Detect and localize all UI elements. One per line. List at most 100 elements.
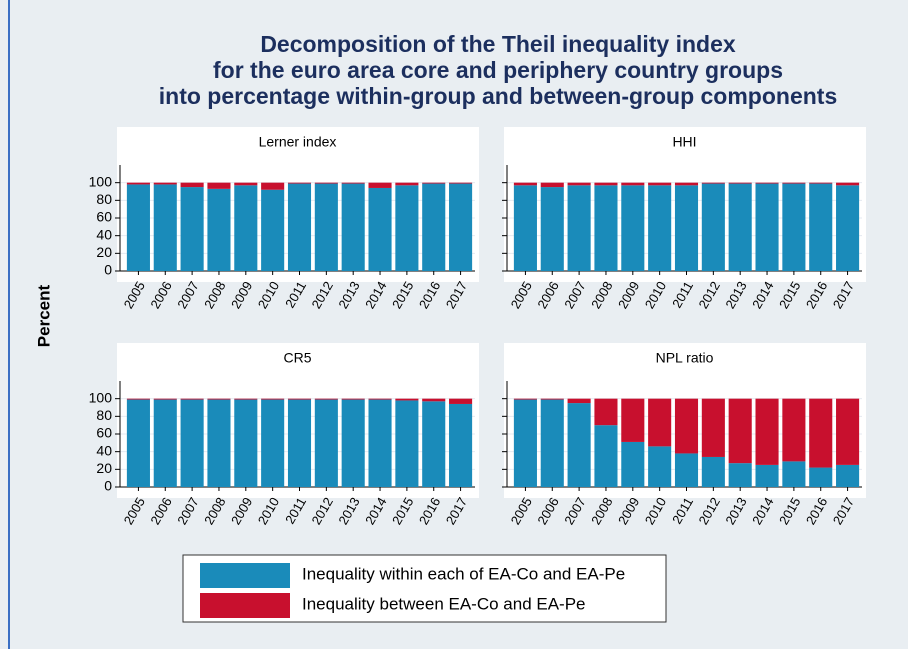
chart-title: for the euro area core and periphery cou… (213, 57, 783, 83)
bar-segment (180, 399, 204, 487)
bar-segment (180, 182, 204, 188)
bar-segment (449, 183, 473, 271)
bar-segment (594, 398, 618, 426)
y-tick-label: 100 (89, 173, 113, 189)
bar-segment (540, 399, 564, 487)
bar-segment (648, 182, 672, 186)
legend-label: Inequality between EA-Co and EA-Pe (302, 594, 586, 613)
bar-segment (836, 398, 860, 465)
bar-segment (422, 183, 446, 271)
bar-segment (782, 398, 806, 462)
bar-segment (728, 398, 752, 464)
bar-segment (234, 399, 258, 487)
bar-segment (513, 398, 537, 400)
bar-segment (153, 184, 177, 271)
bar-segment (207, 188, 231, 271)
bar-segment (674, 453, 699, 487)
bar-segment (755, 464, 779, 487)
bar-segment (567, 398, 591, 404)
bar-segment (621, 185, 645, 271)
bar-segment (153, 182, 177, 185)
chart-title: Decomposition of the Theil inequality in… (260, 31, 736, 57)
bar-segment (728, 183, 752, 271)
bar-segment (701, 456, 725, 487)
bar-segment (126, 398, 150, 400)
bar-segment (567, 403, 591, 487)
bar-segment (755, 182, 779, 184)
bar-segment (513, 182, 537, 186)
bar-segment (540, 187, 564, 271)
bar-segment (648, 446, 672, 487)
bar-segment (422, 398, 446, 402)
bar-segment (621, 398, 645, 442)
legend-swatch (200, 563, 290, 588)
y-tick-label: 20 (96, 460, 112, 476)
bar-segment (368, 187, 392, 271)
bar-segment (314, 183, 338, 271)
bar-segment (207, 182, 231, 189)
bar-segment (261, 182, 285, 190)
bar-segment (782, 461, 806, 487)
y-tick-label: 60 (96, 209, 112, 225)
y-tick-label: 40 (96, 226, 112, 242)
bar-segment (755, 398, 779, 465)
bar-segment (674, 182, 699, 186)
bar-segment (449, 403, 473, 487)
bar-segment (395, 182, 419, 186)
bar-segment (341, 399, 365, 487)
bar-segment (540, 398, 564, 400)
bar-segment (674, 185, 699, 271)
bar-segment (594, 182, 618, 186)
bar-segment (341, 182, 365, 184)
y-tick-label: 60 (96, 425, 112, 441)
bar-segment (782, 182, 806, 184)
bar-segment (153, 399, 177, 487)
bar-segment (180, 398, 204, 400)
bar-segment (368, 399, 392, 487)
bar-segment (287, 183, 312, 271)
y-tick-label: 80 (96, 407, 112, 423)
legend-label: Inequality within each of EA-Co and EA-P… (302, 564, 625, 583)
y-tick-label: 0 (104, 262, 112, 278)
bar-segment (701, 183, 725, 271)
bar-segment (567, 185, 591, 271)
bar-segment (449, 398, 473, 404)
bar-segment (126, 399, 150, 487)
bar-segment (755, 183, 779, 271)
panel-title: HHI (672, 134, 696, 150)
bar-segment (809, 182, 833, 184)
bar-segment (513, 185, 537, 271)
bar-segment (314, 398, 338, 400)
y-axis-label: Percent (34, 284, 53, 347)
bar-segment (809, 183, 833, 271)
bar-segment (341, 183, 365, 271)
bar-segment (234, 398, 258, 400)
bar-segment (261, 398, 285, 400)
bar-segment (567, 182, 591, 186)
bar-segment (126, 182, 150, 185)
bar-segment (126, 184, 150, 271)
panel-title: Lerner index (259, 134, 337, 150)
bar-segment (782, 183, 806, 271)
bar-segment (261, 399, 285, 487)
bar-segment (207, 399, 231, 487)
bar-segment (314, 182, 338, 184)
bar-segment (836, 185, 860, 271)
y-tick-label: 20 (96, 244, 112, 260)
bar-segment (341, 398, 365, 400)
bar-segment (261, 189, 285, 271)
bar-segment (180, 187, 204, 271)
bar-segment (648, 185, 672, 271)
chart-title: into percentage within-group and between… (159, 83, 838, 109)
bar-segment (422, 401, 446, 487)
bar-segment (287, 399, 312, 487)
bar-segment (809, 398, 833, 468)
bar-segment (234, 185, 258, 271)
bar-segment (422, 182, 446, 184)
bar-segment (594, 185, 618, 271)
bar-segment (449, 182, 473, 184)
bar-segment (701, 182, 725, 184)
panel-title: NPL ratio (656, 350, 714, 366)
